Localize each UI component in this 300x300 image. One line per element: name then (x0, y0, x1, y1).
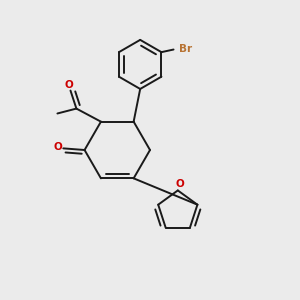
Text: Br: Br (179, 44, 192, 54)
Text: O: O (175, 179, 184, 189)
Text: O: O (53, 142, 62, 152)
Text: O: O (64, 80, 73, 90)
